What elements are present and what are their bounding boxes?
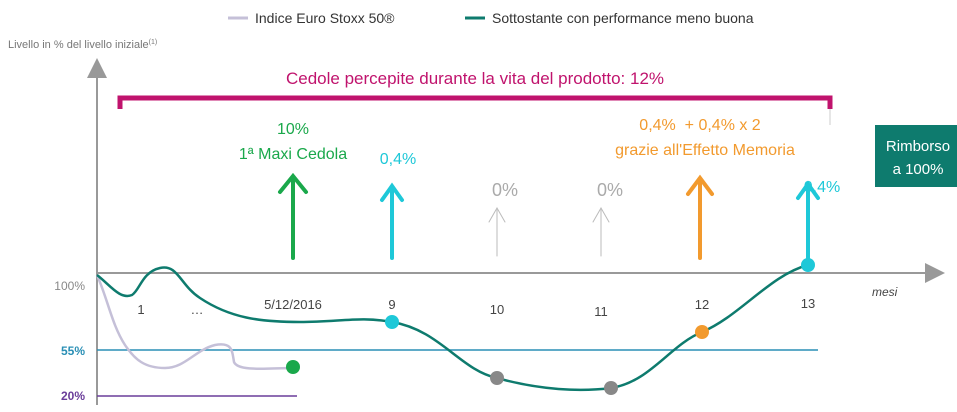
level-label: 100%	[54, 279, 85, 293]
level-label: 20%	[61, 389, 85, 403]
observation-dot	[604, 381, 618, 395]
x-tick-label: 1	[137, 302, 144, 317]
index-curve	[95, 274, 294, 371]
x-tick-label: 9	[388, 297, 395, 312]
bracket-title: Cedole percepite durante la vita del pro…	[286, 69, 664, 88]
coupon-label: grazie all'Effetto Memoria	[615, 142, 795, 159]
y-axis-label: Livello in % del livello iniziale(1)	[8, 39, 157, 51]
x-tick-label: 12	[695, 297, 709, 312]
x-tick-label: 11	[594, 304, 608, 319]
legend-label: Indice Euro Stoxx 50®	[255, 10, 395, 26]
level-label: 55%	[61, 344, 85, 358]
observation-dot	[695, 325, 709, 339]
coupon-label: 0%	[597, 180, 623, 200]
observation-dot	[801, 258, 815, 272]
coupon-label: 0,4% + 0,4% x 2	[639, 117, 761, 134]
observation-dot	[385, 315, 399, 329]
x-tick-label: 5/12/2016	[264, 297, 322, 312]
x-tick-label: 10	[490, 302, 504, 317]
bracket	[117, 95, 833, 109]
redemption-label: Rimborso	[886, 138, 950, 155]
redemption-label: a 100%	[893, 161, 944, 178]
legend-label: Sottostante con performance meno buona	[492, 10, 754, 26]
x-axis-label: mesi	[872, 285, 898, 299]
coupon-label: 10%	[277, 121, 309, 138]
x-tick-label: …	[191, 302, 204, 317]
x-tick-label: 13	[801, 296, 815, 311]
observation-dot	[490, 371, 504, 385]
coupon-label: 0,4%	[380, 151, 416, 168]
coupon-arrow	[278, 172, 820, 260]
observation-dot	[286, 360, 300, 374]
coupon-label: 1ª Maxi Cedola	[239, 146, 347, 163]
coupon-label: 0,4%	[804, 179, 840, 196]
coupon-label: 0%	[492, 180, 518, 200]
redemption-box	[875, 125, 957, 187]
